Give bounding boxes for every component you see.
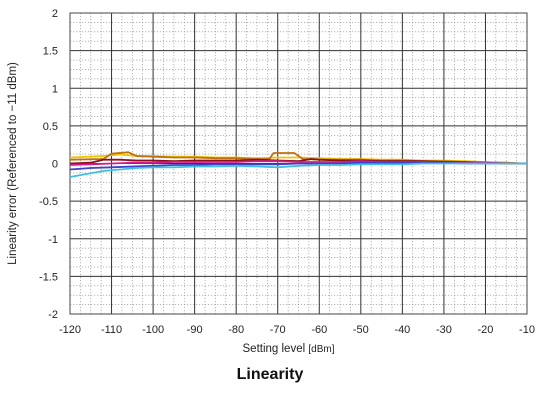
x-tick-label: -120	[59, 324, 81, 336]
y-axis-label: Linearity error (Referenced to −11 dBm)	[7, 62, 19, 265]
y-tick-labels: -2 -1.5 -1 -0.5 0 0.5 1 1.5 2	[39, 8, 58, 321]
x-tick-label: -30	[436, 324, 452, 336]
x-tick-label: -110	[101, 324, 122, 336]
linearity-chart: -2 -1.5 -1 -0.5 0 0.5 1 1.5 2 -120 -110 -100 -90 -80…	[7, 8, 535, 355]
series-layer	[69, 151, 527, 178]
x-tick-label: -40	[394, 324, 410, 336]
x-tick-label: -90	[187, 324, 203, 336]
x-tick-label: -80	[228, 324, 244, 336]
x-axis-label: Setting level [dBm]	[243, 343, 335, 355]
x-tick-label: -60	[311, 324, 327, 336]
x-tick-labels: -120 -110 -100 -90 -80 -70 -60 -50 -40 -30 -20 -10	[59, 324, 535, 336]
y-tick-label: 1.5	[43, 46, 58, 58]
y-tick-label: -0.5	[39, 196, 58, 208]
y-tick-label: -2	[48, 309, 58, 321]
x-axis-label-text: Setting level	[243, 343, 309, 355]
x-tick-label: -50	[353, 324, 369, 336]
y-tick-label: 1	[52, 83, 58, 95]
x-tick-label: -10	[519, 324, 535, 336]
y-tick-label: 2	[52, 8, 58, 20]
y-tick-label: -1	[48, 234, 58, 246]
series-line-6	[69, 162, 527, 178]
x-tick-label: -70	[270, 324, 286, 336]
y-tick-label: 0	[52, 159, 58, 171]
chart-title: Linearity	[236, 366, 304, 383]
x-tick-label: -20	[478, 324, 494, 336]
x-axis-label-unit: [dBm]	[308, 344, 334, 355]
y-tick-label: -1.5	[39, 271, 58, 283]
x-tick-label: -100	[142, 324, 164, 336]
y-tick-label: 0.5	[43, 121, 58, 133]
